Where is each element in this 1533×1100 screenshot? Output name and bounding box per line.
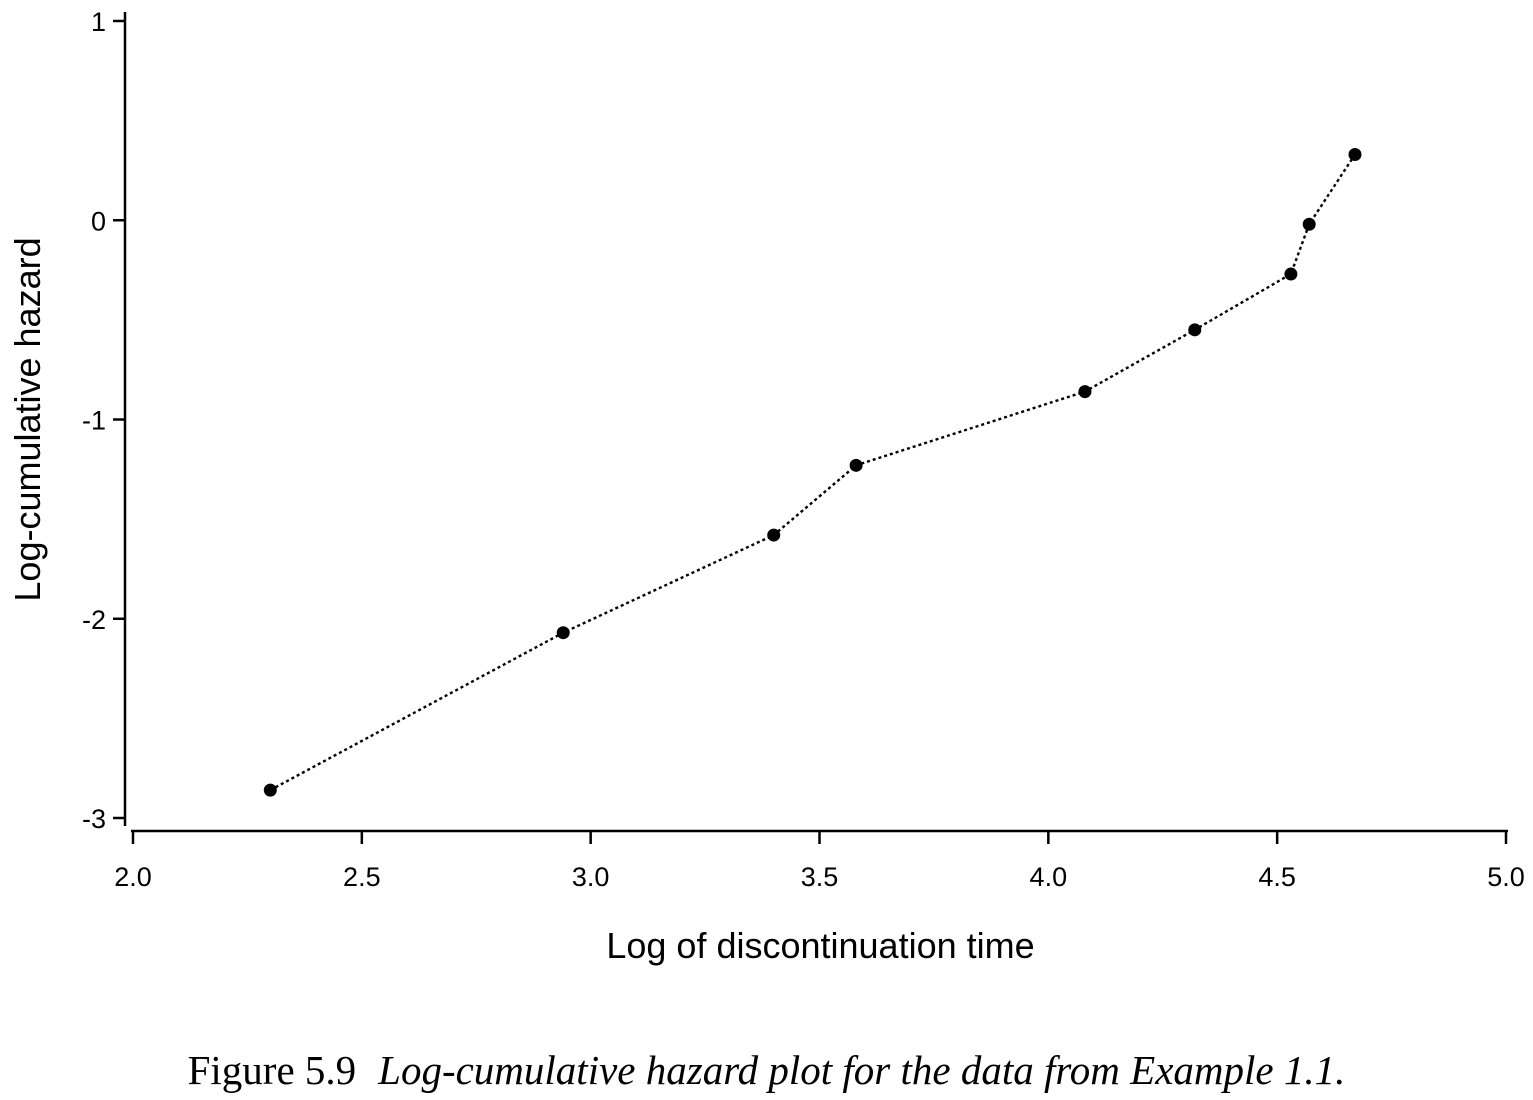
x-tick-label: 2.5 — [343, 862, 381, 892]
y-tick-label: -1 — [82, 406, 106, 436]
x-ticks: 2.0 2.5 3.0 3.5 4.0 4.5 5.0 — [114, 831, 1525, 892]
caption-label: Figure 5.9 — [187, 1047, 357, 1093]
data-point — [1188, 323, 1202, 337]
data-point — [1284, 267, 1298, 281]
data-point — [849, 458, 863, 472]
x-tick-label: 2.0 — [114, 862, 152, 892]
data-point — [556, 626, 570, 640]
y-tick-label: -2 — [82, 605, 106, 635]
x-tick-label: 3.5 — [801, 862, 839, 892]
data-point — [1078, 385, 1092, 399]
data-point — [1348, 147, 1362, 161]
series-points — [263, 147, 1362, 797]
x-tick-label: 5.0 — [1487, 862, 1525, 892]
y-tick-label: -3 — [82, 804, 106, 834]
figure-caption: Figure 5.9 Log-cumulative hazard plot for… — [0, 1046, 1533, 1094]
data-point — [767, 528, 781, 542]
caption-text: Log-cumulative hazard plot for the data … — [378, 1047, 1346, 1093]
x-tick-label: 4.5 — [1258, 862, 1296, 892]
y-axis-title: Log-cumulative hazard — [7, 237, 48, 601]
x-axis-title: Log of discontinuation time — [606, 925, 1034, 966]
x-tick-label: 3.0 — [572, 862, 610, 892]
y-ticks: 1 0 -1 -2 -3 — [82, 7, 125, 834]
y-tick-label: 0 — [91, 206, 106, 236]
data-point — [1302, 217, 1316, 231]
axes — [123, 12, 1508, 833]
x-tick-label: 4.0 — [1030, 862, 1068, 892]
y-tick-label: 1 — [91, 7, 106, 37]
data-point — [263, 783, 277, 797]
series-line — [269, 153, 1357, 792]
series-line-path — [269, 153, 1357, 792]
chart-svg: 2.0 2.5 3.0 3.5 4.0 4.5 5.0 1 0 -1 -2 -3 Log of di… — [7, 7, 1525, 966]
